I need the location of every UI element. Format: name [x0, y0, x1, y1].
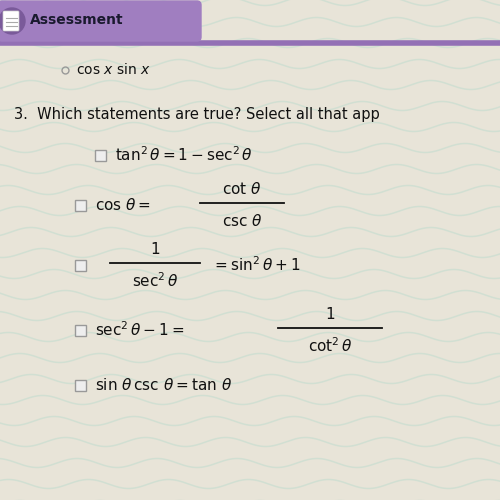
- Text: $\cos\,x\ \sin\,x$: $\cos\,x\ \sin\,x$: [76, 62, 152, 78]
- Text: $\cot\,\theta$: $\cot\,\theta$: [222, 181, 262, 197]
- FancyBboxPatch shape: [0, 1, 201, 41]
- Text: $\cot^{2}\theta$: $\cot^{2}\theta$: [308, 336, 352, 355]
- Text: $\cos\,\theta =$: $\cos\,\theta =$: [95, 197, 151, 213]
- FancyBboxPatch shape: [94, 150, 106, 160]
- FancyBboxPatch shape: [74, 324, 86, 336]
- Text: $= \sin^{2}\theta+1$: $= \sin^{2}\theta+1$: [212, 256, 300, 274]
- Text: $\tan^{2}\theta = 1-\sec^{2}\theta$: $\tan^{2}\theta = 1-\sec^{2}\theta$: [115, 146, 253, 165]
- Circle shape: [0, 8, 25, 34]
- FancyBboxPatch shape: [74, 260, 86, 270]
- FancyBboxPatch shape: [74, 200, 86, 210]
- Text: $\sec^{2}\theta-1 =$: $\sec^{2}\theta-1 =$: [95, 320, 184, 340]
- Text: $\csc\,\theta$: $\csc\,\theta$: [222, 213, 262, 229]
- FancyBboxPatch shape: [3, 11, 19, 31]
- Text: $1$: $1$: [150, 241, 160, 257]
- Text: 3.  Which statements are true? Select all that app: 3. Which statements are true? Select all…: [14, 108, 380, 122]
- Text: $\sec^{2}\theta$: $\sec^{2}\theta$: [132, 272, 178, 290]
- Text: $\sin\,\theta\,\csc\,\theta = \tan\,\theta$: $\sin\,\theta\,\csc\,\theta = \tan\,\the…: [95, 377, 232, 393]
- Text: $1$: $1$: [325, 306, 335, 322]
- FancyBboxPatch shape: [74, 380, 86, 390]
- Text: Assessment: Assessment: [30, 14, 124, 28]
